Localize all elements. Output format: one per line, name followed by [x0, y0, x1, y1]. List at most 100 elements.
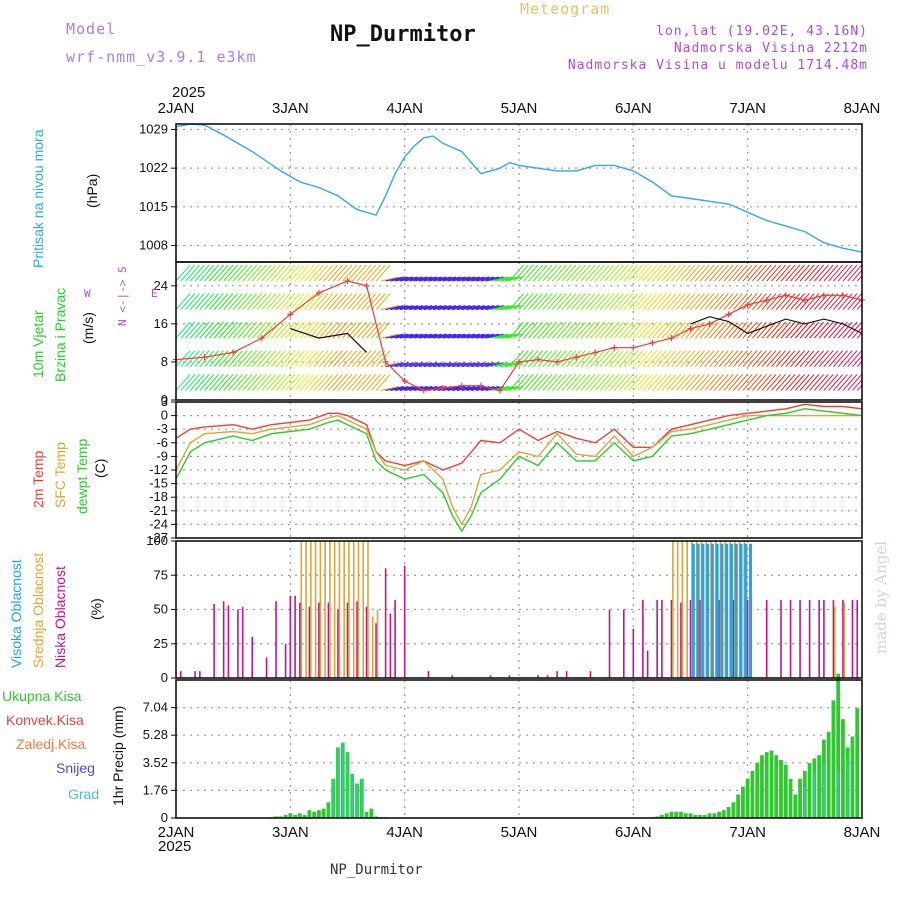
wind-barb — [313, 321, 329, 339]
wind-barb — [561, 374, 577, 391]
wind-barb — [513, 374, 529, 391]
wind-gust-marker — [477, 382, 484, 389]
y-tick-label: 24 — [154, 278, 168, 293]
wind-barb — [504, 362, 523, 368]
wind-barb — [490, 305, 509, 311]
wind-gust-marker — [420, 387, 427, 394]
precip-conv-label: Konvek.Kisa — [6, 712, 84, 728]
wind-barb — [594, 264, 610, 282]
wind-barb — [490, 333, 509, 339]
precip-bar-total — [750, 770, 755, 818]
wind-barb — [337, 374, 353, 391]
precip-bar-total — [760, 755, 764, 818]
wind-barb — [270, 264, 286, 282]
wind-barb — [666, 374, 682, 391]
panel-frame — [175, 261, 863, 401]
wind-barb — [813, 374, 829, 391]
wind-barb — [604, 374, 620, 391]
wind-barb — [328, 293, 343, 310]
wind-barb — [823, 374, 839, 391]
wind-barb — [713, 321, 729, 339]
wind-title-2: Brzina i Pravac — [52, 287, 68, 382]
wind-barb — [452, 276, 471, 282]
wind-barb — [718, 293, 734, 310]
wind-barb — [266, 374, 281, 391]
wind-barb — [442, 362, 461, 368]
wind-barb — [256, 293, 272, 310]
wind-barb — [499, 305, 519, 311]
y-tick-label: 3 — [161, 394, 168, 409]
wind-barb — [528, 374, 543, 391]
wind-barb — [523, 350, 539, 368]
wind-barb — [547, 264, 562, 282]
wind-barb — [504, 385, 523, 391]
wind-barb — [599, 293, 615, 310]
wind-barb — [523, 321, 539, 339]
wind-barb — [571, 374, 586, 391]
wind-barb — [780, 293, 796, 310]
wind-barb — [609, 321, 624, 339]
wind-barb — [775, 264, 791, 282]
wind-barb — [452, 333, 471, 339]
precip-bar-snow — [822, 763, 825, 818]
wind-barb — [799, 350, 815, 368]
wind-barb — [452, 362, 471, 368]
wind-barb — [856, 384, 862, 391]
wind-barb — [728, 264, 743, 282]
wind-barb — [356, 350, 372, 368]
wind-barb — [485, 333, 504, 339]
wind-barb — [323, 264, 339, 282]
wind-barb — [761, 321, 777, 339]
date-label-bottom: 7JAN — [729, 824, 766, 841]
wind-barb — [661, 321, 677, 339]
precip-bar-total — [302, 814, 307, 818]
wind-barb — [176, 374, 191, 391]
wind-barb — [737, 350, 753, 368]
wind-barb — [709, 374, 724, 391]
wind-barb — [694, 350, 710, 368]
wind-barb — [575, 350, 591, 368]
wind-barb — [685, 350, 701, 368]
wind-barb — [361, 321, 377, 339]
wind-barb — [652, 264, 667, 282]
wind-barb — [775, 374, 791, 391]
wind-barb — [395, 276, 414, 282]
wind-barb — [532, 374, 548, 391]
wind-barb — [594, 350, 610, 368]
wind-barb — [404, 305, 423, 311]
wind-barb — [752, 321, 767, 339]
wind-barb — [228, 293, 243, 310]
wind-barb — [476, 305, 495, 311]
wind-barb — [766, 374, 782, 391]
wind-barb — [218, 321, 234, 339]
pressure-line — [175, 123, 863, 253]
wind-barb — [528, 350, 543, 368]
wind-barb — [490, 362, 509, 368]
wind-barb — [847, 293, 862, 310]
wind-barb — [594, 293, 610, 310]
wind-barb — [542, 321, 558, 339]
wind-barb — [623, 293, 639, 310]
wind-barb — [713, 293, 729, 310]
wind-barb — [318, 321, 334, 339]
wind-barb — [732, 321, 748, 339]
wind-barb — [737, 293, 753, 310]
wind-barb — [428, 333, 447, 339]
wind-barb — [299, 374, 315, 391]
precip-bar-total — [817, 755, 822, 818]
precip-bar-total — [693, 814, 698, 818]
wind-barb — [652, 293, 667, 310]
wind-barb — [437, 276, 457, 282]
wind-barb — [218, 374, 234, 391]
wind-barb — [690, 264, 705, 282]
wind-barb — [561, 321, 577, 339]
wind-barb — [818, 293, 834, 310]
date-label-top: 6JAN — [615, 100, 652, 117]
wind-barb — [785, 374, 801, 391]
wind-barb — [509, 321, 524, 339]
wind-barb — [590, 264, 605, 282]
wind-barb — [632, 264, 648, 282]
wind-barb — [180, 321, 196, 339]
wind-barb — [747, 293, 763, 310]
wind-barb — [476, 333, 495, 339]
